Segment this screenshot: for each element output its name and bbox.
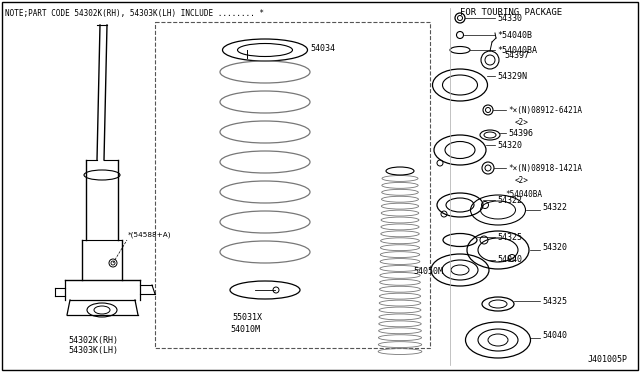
Text: <2>: <2> <box>515 118 529 126</box>
Text: 54320: 54320 <box>497 141 522 150</box>
Text: *54040B: *54040B <box>497 31 532 39</box>
Text: 54034: 54034 <box>310 44 335 52</box>
Text: *54040BA: *54040BA <box>505 189 542 199</box>
Text: 54050M: 54050M <box>413 267 443 276</box>
Text: FOR TOURING PACKAGE: FOR TOURING PACKAGE <box>460 7 562 16</box>
Bar <box>155 22 430 348</box>
Text: *(54588+A): *(54588+A) <box>128 232 172 238</box>
Text: 54302K(RH): 54302K(RH) <box>68 336 118 344</box>
Text: 54329N: 54329N <box>497 71 527 80</box>
Text: 54325: 54325 <box>542 296 567 305</box>
Text: 54040: 54040 <box>542 331 567 340</box>
Text: 54040: 54040 <box>497 256 522 264</box>
Text: *54040BA: *54040BA <box>497 45 537 55</box>
Text: NOTE;PART CODE 54302K(RH), 54303K(LH) INCLUDE ........ *: NOTE;PART CODE 54302K(RH), 54303K(LH) IN… <box>5 9 264 17</box>
Text: 54010M: 54010M <box>230 326 260 334</box>
Text: 54303K(LH): 54303K(LH) <box>68 346 118 355</box>
Text: 54396: 54396 <box>508 128 533 138</box>
Text: 54325: 54325 <box>497 232 522 241</box>
Text: *×(N)08912-6421A: *×(N)08912-6421A <box>508 106 582 115</box>
Text: 54322: 54322 <box>497 196 522 205</box>
Text: <2>: <2> <box>515 176 529 185</box>
Text: 54320: 54320 <box>542 244 567 253</box>
Text: 54330: 54330 <box>497 13 522 22</box>
Text: 54397: 54397 <box>504 51 529 60</box>
Text: *×(N)08918-1421A: *×(N)08918-1421A <box>508 164 582 173</box>
Text: 55031X: 55031X <box>232 314 262 323</box>
Text: 54322: 54322 <box>542 202 567 212</box>
Text: J401005P: J401005P <box>588 356 628 365</box>
